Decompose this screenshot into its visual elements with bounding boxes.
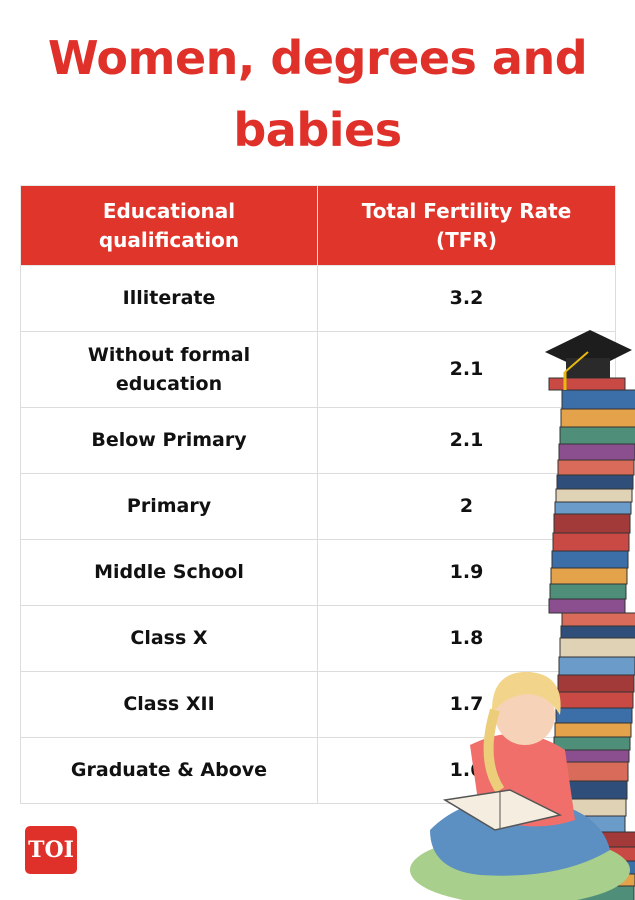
girl-reading bbox=[410, 671, 630, 900]
book bbox=[552, 532, 630, 552]
book bbox=[551, 550, 629, 569]
table-row: Graduate & Above 1.6 bbox=[20, 737, 616, 804]
qualification-cell: Without formal education bbox=[20, 331, 318, 408]
book bbox=[553, 736, 631, 751]
book bbox=[555, 707, 633, 724]
book bbox=[548, 598, 626, 614]
book bbox=[555, 488, 633, 503]
title: Women, degrees and babies bbox=[47, 31, 588, 157]
book bbox=[556, 691, 634, 709]
book bbox=[549, 583, 627, 600]
book bbox=[559, 637, 635, 658]
book bbox=[554, 501, 632, 515]
book bbox=[558, 443, 635, 461]
logo: TOI bbox=[25, 826, 77, 874]
book bbox=[548, 377, 626, 391]
book bbox=[558, 656, 635, 676]
table-body: Illiterate 3.2 Without formal education 2.1… bbox=[20, 265, 616, 804]
book bbox=[557, 459, 635, 476]
graduation-cap bbox=[545, 330, 632, 390]
qualification-cell: Below Primary bbox=[20, 407, 318, 474]
book bbox=[554, 722, 632, 738]
book bbox=[560, 408, 635, 428]
column-header: Educational qualification bbox=[20, 185, 318, 266]
book bbox=[556, 474, 634, 490]
header-row: Educational qualification Total Fertilit… bbox=[20, 185, 616, 266]
book bbox=[560, 625, 635, 639]
book bbox=[550, 567, 628, 585]
qualification-cell: Graduate & Above bbox=[20, 737, 318, 804]
table: Educational qualification Total Fertilit… bbox=[20, 185, 616, 804]
book bbox=[553, 513, 631, 534]
column-header: Total Fertility Rate (TFR) bbox=[317, 185, 616, 266]
table-row: Illiterate 3.2 bbox=[20, 265, 616, 332]
book bbox=[561, 612, 635, 627]
table-row: Primary 2 bbox=[20, 473, 616, 540]
qualification-cell: Class XII bbox=[20, 671, 318, 738]
qualification-cell: Middle School bbox=[20, 539, 318, 606]
book bbox=[561, 389, 635, 410]
book bbox=[557, 674, 635, 693]
book bbox=[559, 426, 635, 445]
